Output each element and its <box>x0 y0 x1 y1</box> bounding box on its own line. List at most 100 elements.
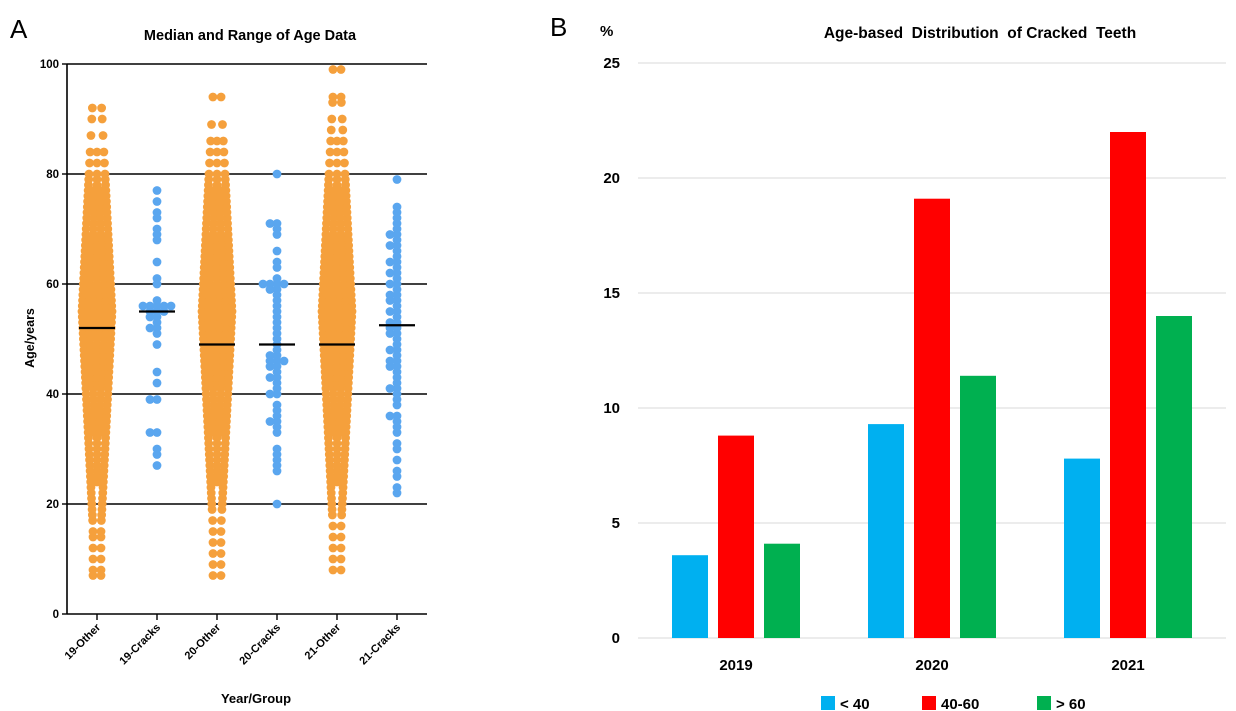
data-point <box>145 323 155 333</box>
data-point <box>324 169 334 179</box>
data-point <box>152 367 162 377</box>
data-point <box>332 136 342 146</box>
data-point <box>385 345 395 355</box>
data-point <box>85 158 94 168</box>
bar <box>718 435 754 638</box>
data-point <box>206 136 216 146</box>
data-point <box>332 147 342 157</box>
bar <box>868 424 904 638</box>
data-point <box>279 279 289 289</box>
data-point <box>337 114 347 124</box>
data-point <box>385 241 395 250</box>
panel-b-x-tick-label: 2020 <box>915 657 948 674</box>
data-point <box>219 147 229 157</box>
data-point <box>326 125 336 135</box>
data-point <box>332 158 342 168</box>
data-point <box>385 279 395 289</box>
data-point <box>336 92 346 102</box>
data-point <box>85 147 95 157</box>
data-point <box>339 147 349 157</box>
data-point <box>88 543 98 553</box>
data-point <box>340 158 349 168</box>
panel-a-title: Median and Range of Age Data <box>144 28 357 44</box>
data-point <box>152 461 162 470</box>
data-point <box>145 301 155 311</box>
panel-a-x-tick-label: 19-Other <box>63 621 104 662</box>
data-point <box>326 136 336 146</box>
data-point <box>272 499 282 509</box>
panel-b-y-tick-label: 15 <box>603 285 620 302</box>
data-point <box>100 158 109 168</box>
data-point <box>336 521 346 531</box>
data-point <box>97 103 107 113</box>
data-point <box>336 543 346 553</box>
data-point <box>258 279 268 289</box>
data-point <box>88 527 98 536</box>
data-point <box>385 290 395 300</box>
data-point <box>152 274 162 283</box>
data-point <box>328 65 338 74</box>
data-point <box>216 92 226 102</box>
data-point <box>96 554 106 564</box>
data-point <box>332 169 342 179</box>
data-point <box>152 224 162 234</box>
panel-b-y-tick-label: 10 <box>603 400 620 417</box>
data-point <box>92 158 102 168</box>
data-point <box>328 554 338 564</box>
panel-b-bars <box>672 132 1192 638</box>
data-point <box>208 571 218 580</box>
bar <box>1110 132 1146 638</box>
data-point <box>208 538 218 547</box>
panel-a-y-tick-label: 20 <box>46 499 59 511</box>
data-point <box>328 543 338 553</box>
data-point <box>208 560 218 569</box>
data-point <box>385 411 395 421</box>
data-point <box>208 516 218 525</box>
data-point <box>272 246 282 256</box>
bar <box>1064 458 1100 638</box>
panel-b-y-tick-label: 5 <box>612 515 620 532</box>
panel-b-y-unit: % <box>600 23 613 40</box>
data-point <box>204 169 214 179</box>
data-point <box>272 169 282 179</box>
data-point <box>325 147 335 157</box>
data-point <box>145 428 155 437</box>
panel-a-y-tick-label: 60 <box>46 279 59 291</box>
data-point <box>385 384 395 393</box>
data-point <box>385 257 395 267</box>
data-point <box>87 103 97 113</box>
panel-b-y-ticks: 0 5 10 15 20 25 <box>603 55 620 647</box>
data-point <box>265 219 275 228</box>
legend-swatch <box>821 696 835 710</box>
data-point <box>88 565 98 575</box>
data-point <box>96 565 106 575</box>
panel-a-x-ticks: 19-Other 19-Cracks 20-Other 20-Cracks 21-Oth… <box>63 614 403 667</box>
data-point <box>152 444 162 454</box>
data-point <box>392 439 402 448</box>
panel-a-y-tick-label: 0 <box>53 609 59 621</box>
panel-b-y-tick-label: 25 <box>603 55 620 72</box>
data-point <box>145 395 155 404</box>
data-point <box>218 136 228 146</box>
panel-a-x-tick-label: 20-Other <box>183 621 224 662</box>
panel-a-y-tick-label: 100 <box>40 59 59 71</box>
data-point <box>385 268 395 278</box>
data-point <box>152 197 162 206</box>
data-point <box>328 532 338 542</box>
data-point <box>152 428 162 437</box>
data-point <box>208 527 218 536</box>
data-point <box>212 158 222 168</box>
panel-a-x-tick-label: 19-Cracks <box>117 622 163 668</box>
panel-b-letter: B <box>550 12 567 42</box>
panel-a-points <box>77 65 402 580</box>
panel-b-x-tick-label: 2021 <box>1111 657 1144 674</box>
data-point <box>84 169 94 179</box>
data-point <box>152 257 162 267</box>
data-point <box>272 219 282 228</box>
data-point <box>152 395 162 404</box>
data-point <box>100 169 110 179</box>
data-point <box>87 114 97 124</box>
data-point <box>272 400 282 410</box>
panel-b-x-ticks: 2019 2020 2021 <box>719 657 1144 674</box>
data-point <box>220 169 230 179</box>
